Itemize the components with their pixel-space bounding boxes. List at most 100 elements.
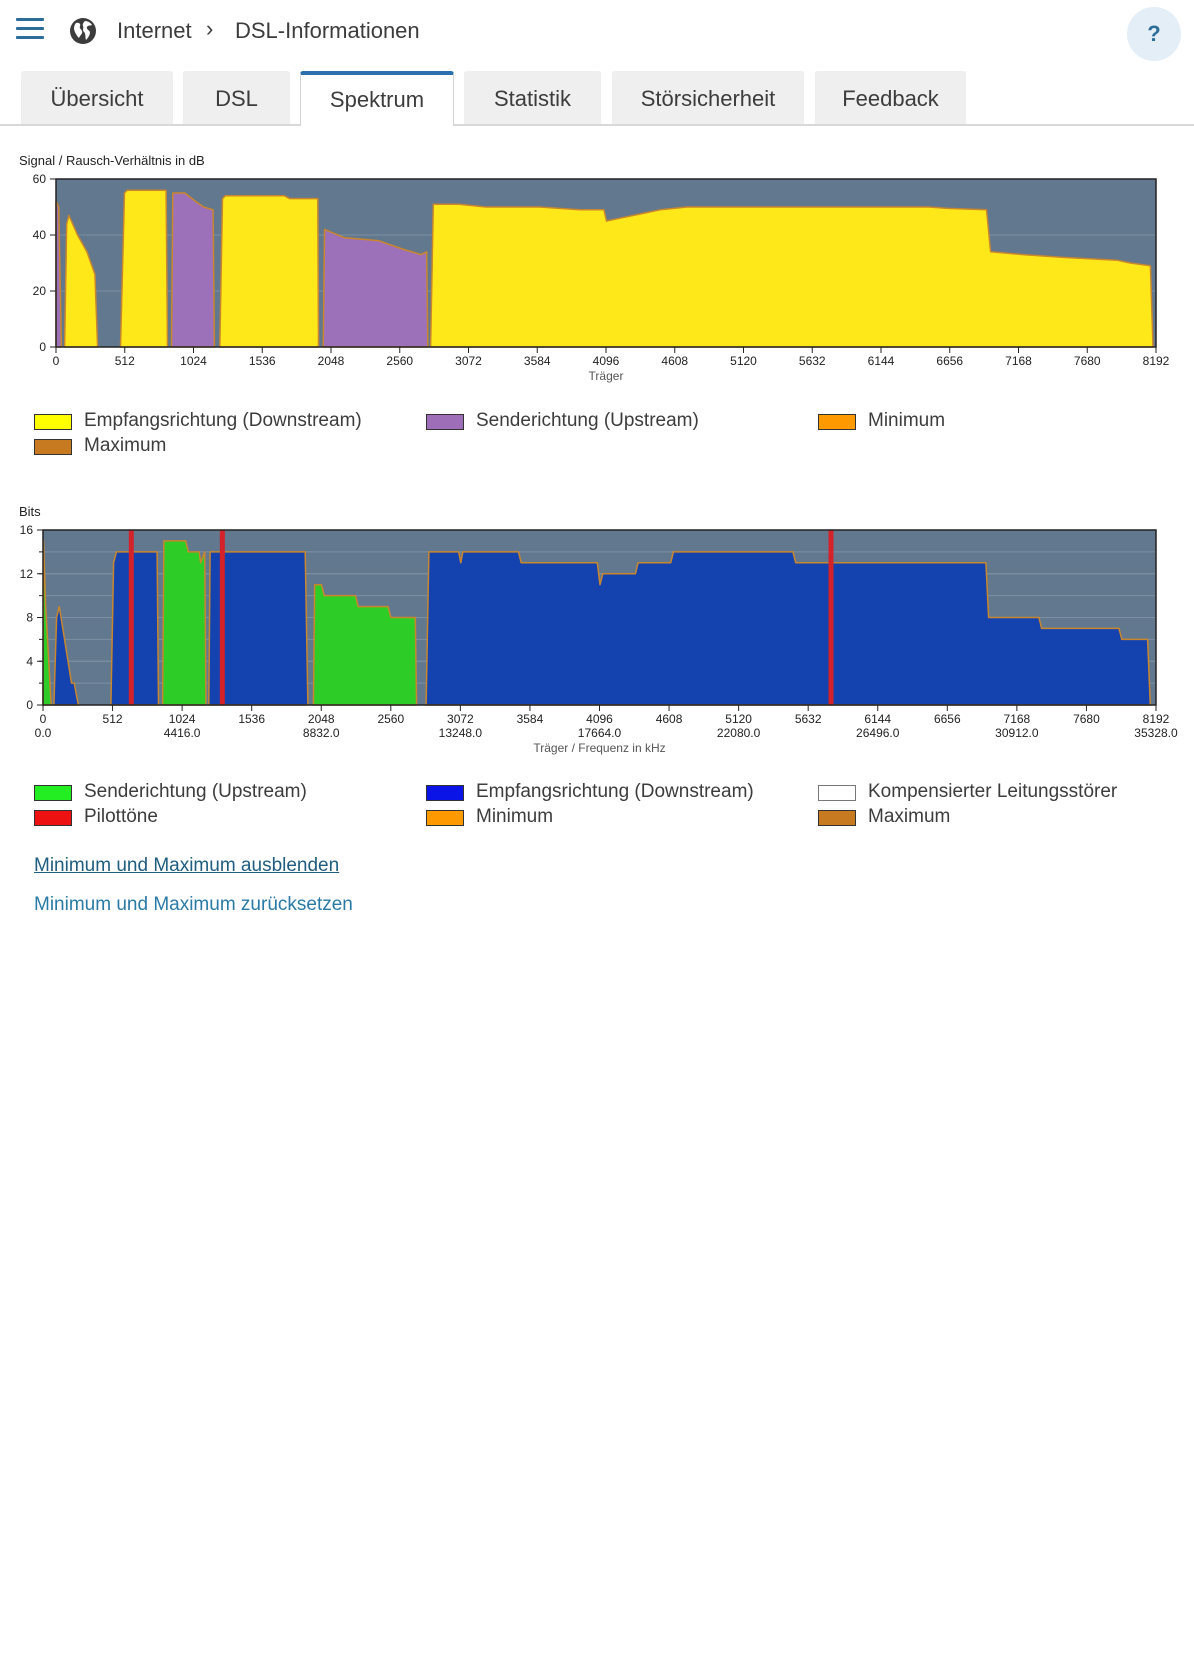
legend-label: Minimum xyxy=(868,410,946,431)
bits-legend: Senderichtung (Upstream) Empfangsrichtun… xyxy=(34,781,1174,833)
x-tick-label: 4096 xyxy=(586,712,613,726)
series-area-primary xyxy=(219,195,320,348)
series-area-secondary xyxy=(161,540,207,706)
breadcrumb-current-page: DSL-Informationen xyxy=(235,18,420,43)
y-tick-label: 0 xyxy=(39,340,46,354)
pilot-tone-line xyxy=(219,530,225,705)
x-tick-label: 5632 xyxy=(795,712,822,726)
x-tick-label: 512 xyxy=(115,354,135,368)
tab-uebersicht[interactable]: Übersicht xyxy=(21,71,173,124)
x-tick-label: 0 xyxy=(53,354,60,368)
x-tick-secondary-label: 4416.0 xyxy=(164,726,201,740)
x-tick-label: 7680 xyxy=(1074,354,1101,368)
x-tick-label: 1024 xyxy=(169,712,196,726)
help-button[interactable]: ? xyxy=(1127,7,1181,61)
legend-swatch-minimum xyxy=(426,810,464,826)
legend-swatch-compensated-noise xyxy=(818,785,856,801)
legend-label: Senderichtung (Upstream) xyxy=(476,410,699,431)
tab-statistik[interactable]: Statistik xyxy=(464,71,601,124)
x-tick-label: 5120 xyxy=(730,354,757,368)
x-tick-secondary-label: 13248.0 xyxy=(439,726,483,740)
y-tick-label: 4 xyxy=(26,654,33,668)
legend-label: Minimum xyxy=(476,806,554,827)
top-bar: Internet › DSL-Informationen ? xyxy=(0,0,1194,66)
x-tick-secondary-label: 35328.0 xyxy=(1134,726,1178,740)
legend-label: Empfangsrichtung (Downstream) xyxy=(84,410,362,431)
series-area-primary xyxy=(119,189,169,348)
y-tick-label: 12 xyxy=(20,567,34,581)
tab-stoersicherheit[interactable]: Störsicherheit xyxy=(612,71,804,124)
x-tick-label: 6144 xyxy=(868,354,895,368)
x-tick-label: 8192 xyxy=(1143,354,1170,368)
x-tick-label: 7168 xyxy=(1005,354,1032,368)
bits-chart: 0 4 8 12 16 0 512 1024 1536 2048 2560 3072 3584 4096 4… xyxy=(20,523,1178,755)
snr-chart: 0 20 40 60 0 512 1024 1536 2048 2560 3072 3584 4096 4… xyxy=(33,172,1170,383)
tab-dsl[interactable]: DSL xyxy=(183,71,290,124)
breadcrumb-chevron-icon: › xyxy=(206,16,214,41)
y-tick-label: 20 xyxy=(33,284,47,298)
x-tick-label: 2048 xyxy=(308,712,335,726)
series-area-primary xyxy=(63,214,99,348)
x-tick-label: 6144 xyxy=(864,712,891,726)
pilot-tone-line xyxy=(128,530,134,705)
x-tick-label: 1536 xyxy=(238,712,265,726)
x-tick-label: 1536 xyxy=(249,354,276,368)
x-tick-label: 3584 xyxy=(517,712,544,726)
tab-feedback[interactable]: Feedback xyxy=(815,71,966,124)
x-tick-label: 512 xyxy=(103,712,123,726)
x-tick-label: 2048 xyxy=(318,354,345,368)
x-tick-label: 3072 xyxy=(455,354,482,368)
x-tick-label: 6656 xyxy=(934,712,961,726)
x-tick-label: 1024 xyxy=(180,354,207,368)
legend-label: Kompensierter Leitungsstörer xyxy=(868,781,1118,802)
legend-swatch-downstream xyxy=(34,414,72,430)
x-tick-secondary-label: 26496.0 xyxy=(856,726,900,740)
series-area-primary xyxy=(425,551,1152,706)
x-tick-label: 0 xyxy=(40,712,47,726)
x-tick-label: 5632 xyxy=(799,354,826,368)
breadcrumb-internet[interactable]: Internet xyxy=(117,18,192,43)
hide-min-max-link[interactable]: Minimum und Maximum ausblenden xyxy=(34,855,340,876)
x-tick-label: 7168 xyxy=(1004,712,1031,726)
legend-label: Empfangsrichtung (Downstream) xyxy=(476,781,754,802)
bits-chart-title: Bits xyxy=(19,504,41,519)
legend-label: Senderichtung (Upstream) xyxy=(84,781,307,802)
tab-spektrum[interactable]: Spektrum xyxy=(300,71,454,126)
pilot-tone-line xyxy=(828,530,834,705)
series-area-primary xyxy=(429,203,1154,348)
legend-swatch-pilot-tones xyxy=(34,810,72,826)
y-tick-label: 60 xyxy=(33,172,47,186)
x-tick-secondary-label: 17664.0 xyxy=(578,726,622,740)
legend-swatch-maximum xyxy=(34,439,72,455)
x-tick-secondary-label: 22080.0 xyxy=(717,726,761,740)
hamburger-menu-icon[interactable] xyxy=(16,18,44,44)
x-tick-secondary-label: 30912.0 xyxy=(995,726,1039,740)
globe-icon xyxy=(70,18,96,44)
series-area-primary xyxy=(110,551,160,706)
x-tick-label: 8192 xyxy=(1143,712,1170,726)
x-tick-label: 4608 xyxy=(661,354,688,368)
series-area-secondary xyxy=(312,583,418,706)
legend-swatch-upstream xyxy=(34,785,72,801)
x-tick-secondary-label: 8832.0 xyxy=(303,726,340,740)
snr-chart-title: Signal / Rausch-Verhältnis in dB xyxy=(19,153,205,168)
legend-swatch-upstream xyxy=(426,414,464,430)
y-tick-label: 16 xyxy=(20,523,34,537)
snr-legend: Empfangsrichtung (Downstream) Sendericht… xyxy=(34,410,1174,462)
legend-swatch-minimum xyxy=(818,414,856,430)
x-tick-secondary-label: 0.0 xyxy=(35,726,52,740)
x-tick-label: 6656 xyxy=(936,354,963,368)
legend-swatch-maximum xyxy=(818,810,856,826)
legend-label: Pilottöne xyxy=(84,806,158,827)
series-area-secondary xyxy=(322,228,429,348)
legend-label: Maximum xyxy=(868,806,951,827)
x-axis-label: Träger / Frequenz in kHz xyxy=(533,741,665,755)
reset-min-max-link[interactable]: Minimum und Maximum zurücksetzen xyxy=(34,894,353,915)
x-tick-label: 4608 xyxy=(656,712,683,726)
x-tick-label: 3584 xyxy=(524,354,551,368)
legend-swatch-downstream xyxy=(426,785,464,801)
x-tick-label: 2560 xyxy=(377,712,404,726)
y-tick-label: 40 xyxy=(33,228,47,242)
x-tick-label: 2560 xyxy=(386,354,413,368)
tab-bar: Übersicht DSL Spektrum Statistik Störsic… xyxy=(0,71,1194,126)
